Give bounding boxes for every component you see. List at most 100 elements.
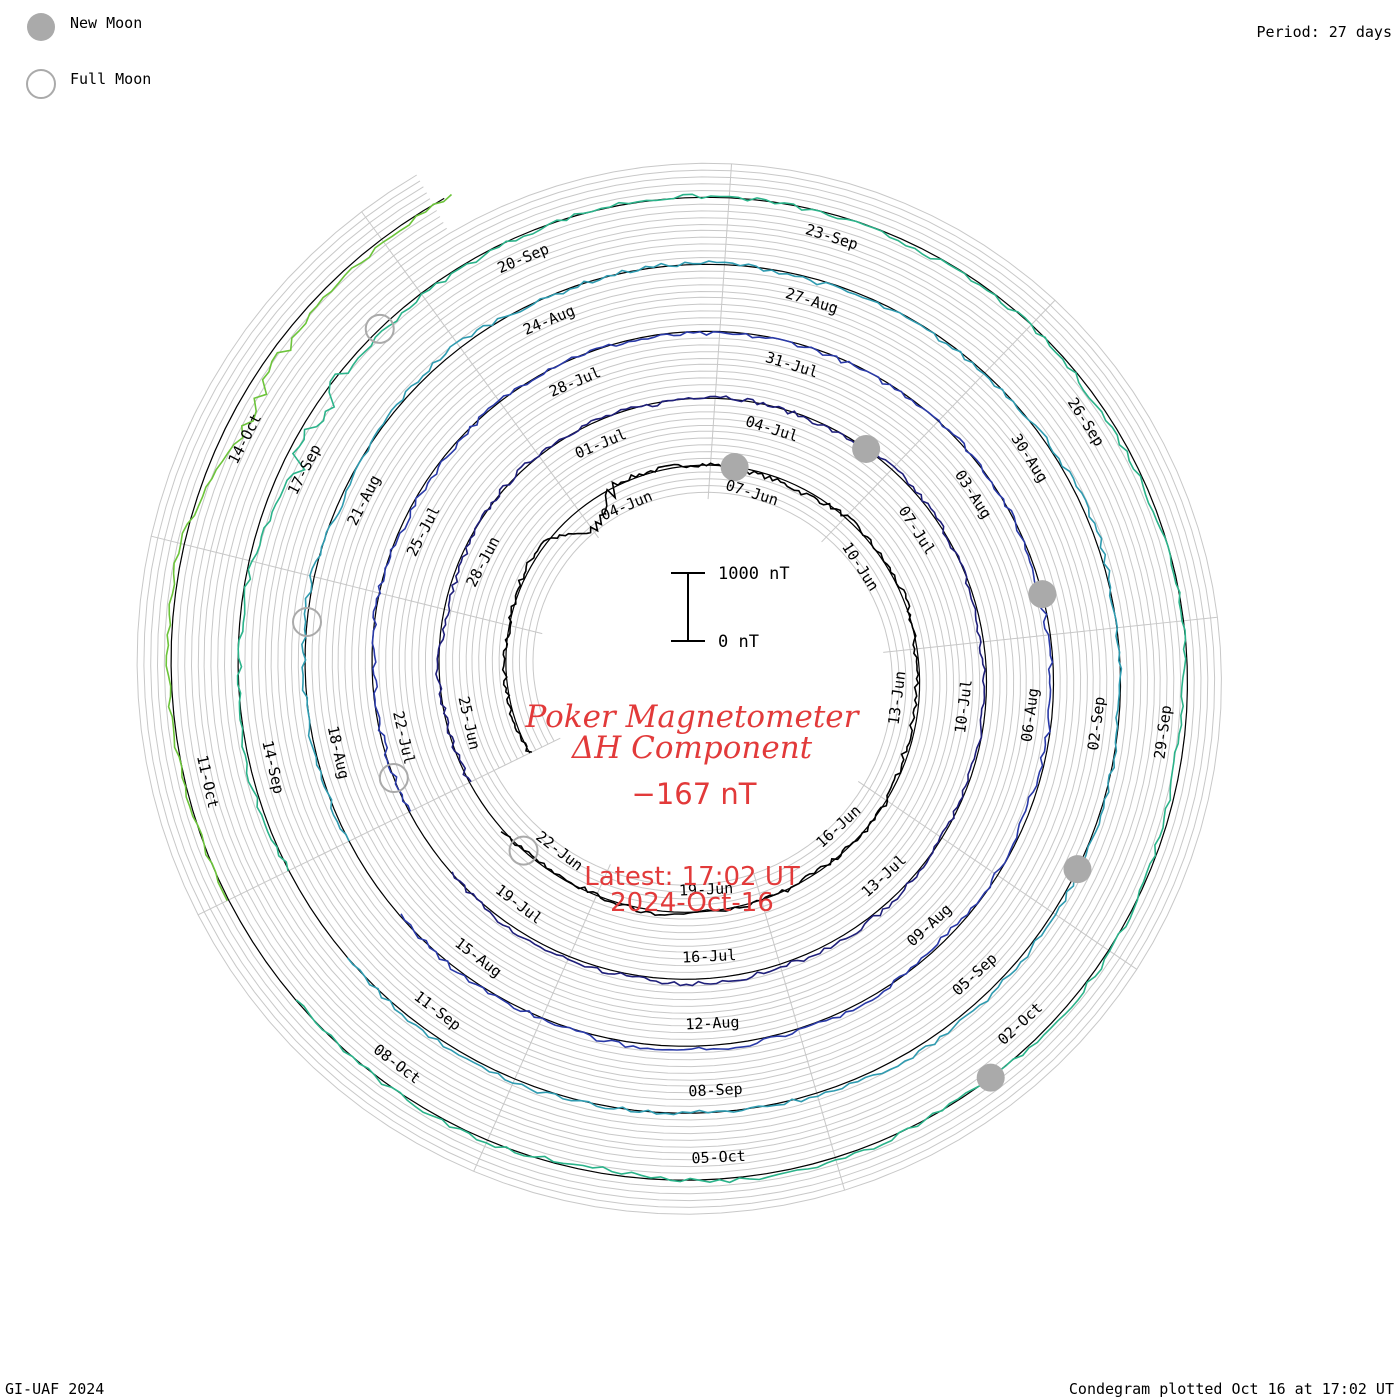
data-trace <box>301 260 1123 1116</box>
date-label: 13-Jun <box>885 670 910 726</box>
full-moon-legend-label: Full Moon <box>70 70 151 88</box>
grid-ring <box>276 250 1135 1128</box>
full-moon-legend-icon <box>26 69 56 99</box>
grid-ring <box>136 174 417 916</box>
grid-ring <box>240 210 1175 1168</box>
current-value: −167 nT <box>632 777 757 811</box>
new-moon-marker <box>720 453 749 482</box>
grid-ring <box>163 198 431 904</box>
grid-ring <box>433 425 960 953</box>
grid-ring <box>360 344 1041 1034</box>
grid-ring <box>438 430 955 947</box>
grid-ring <box>342 323 1061 1054</box>
moon-markers <box>292 313 1092 1092</box>
data-trace <box>371 330 1054 1051</box>
grid-ring <box>414 404 981 973</box>
new-moon-marker <box>976 1063 1005 1092</box>
grid-ring <box>378 363 1021 1014</box>
data-trace <box>500 462 920 917</box>
scale-bar: 1000 nT 0 nT <box>671 564 790 652</box>
grid-ring <box>481 478 907 900</box>
date-label: 30-Aug <box>1007 430 1051 485</box>
grid-ring <box>143 180 421 913</box>
scale-bar-bottom-label: 0 nT <box>718 632 759 652</box>
chart-subtitle: ΔH Component <box>571 730 813 766</box>
date-label: 05-Oct <box>691 1147 746 1168</box>
data-traces <box>165 193 1187 1184</box>
grid-ring <box>215 183 1202 1195</box>
date-label: 16-Jul <box>682 946 737 967</box>
grid-ring <box>197 227 447 889</box>
grid-ring <box>444 437 948 940</box>
grid-ring <box>209 176 1209 1202</box>
grid-ring <box>300 277 1108 1101</box>
grid-ring <box>384 370 1015 1007</box>
grid-ring <box>462 457 927 920</box>
new-moon-legend-icon <box>27 13 55 41</box>
grid-ring <box>306 284 1101 1094</box>
grid-ring <box>252 223 1161 1154</box>
date-label: 19-Jun <box>679 879 734 900</box>
grid-ring <box>257 229 1155 1148</box>
new-moon-marker <box>1028 580 1057 609</box>
grid-ring <box>318 296 1088 1081</box>
grid-ring <box>263 236 1149 1141</box>
grid-ring <box>312 290 1094 1087</box>
date-label: 08-Sep <box>688 1080 743 1101</box>
grid-ring <box>493 491 893 886</box>
date-label: 02-Sep <box>1084 695 1109 751</box>
grid-ring <box>390 377 1008 1001</box>
date-label: 16-Jun <box>812 802 864 852</box>
grid-ring <box>487 484 900 893</box>
data-trace <box>236 193 1187 1184</box>
grid-ring <box>190 221 444 892</box>
date-label: 10-Jun <box>838 539 882 594</box>
data-trace <box>435 395 986 987</box>
data-trace <box>165 193 453 901</box>
date-label: 09-Aug <box>903 900 955 950</box>
grid-ring <box>270 243 1142 1135</box>
grid-ring <box>475 471 914 907</box>
date-label: 22-Jun <box>532 827 586 874</box>
full-moon-marker <box>508 835 539 866</box>
grid-ring <box>324 303 1082 1074</box>
grid-ring <box>456 451 934 927</box>
full-moon-marker <box>292 606 323 637</box>
grid-ring <box>366 351 1034 1027</box>
grid-ring <box>203 169 1216 1208</box>
grid-ring <box>396 384 1001 994</box>
date-label: 20-Sep <box>495 240 552 278</box>
grid-ring <box>222 189 1195 1188</box>
grid-ring <box>336 317 1068 1061</box>
grid-ring <box>421 411 974 967</box>
grid-ring <box>282 256 1128 1121</box>
latest-date: 2024-Oct-16 <box>610 888 774 918</box>
new-moon-marker <box>1063 855 1092 884</box>
date-label: 25-Jun <box>454 695 483 752</box>
baseline-spiral <box>170 196 1189 1181</box>
grid-ring <box>156 192 427 907</box>
day-spoke <box>498 737 561 769</box>
grid-rings <box>136 162 1222 1215</box>
grid-ring <box>234 203 1182 1174</box>
scale-bar-top-label: 1000 nT <box>718 564 790 584</box>
date-label: 28-Jul <box>546 363 603 401</box>
grid-ring <box>294 270 1115 1107</box>
date-label: 12-Aug <box>685 1013 740 1034</box>
grid-ring <box>354 337 1048 1040</box>
full-moon-marker <box>378 763 409 794</box>
date-label: 29-Sep <box>1151 704 1176 760</box>
latest-time: Latest: 17:02 UT <box>584 862 800 892</box>
grid-ring <box>450 444 941 934</box>
date-label: 26-Sep <box>1064 394 1108 449</box>
date-label: 06-Aug <box>1018 687 1043 743</box>
chart-title: Poker Magnetometer <box>525 699 861 735</box>
grid-ring <box>184 216 441 895</box>
date-label: 01-Jul <box>572 425 629 463</box>
footer-timestamp: Condegram plotted Oct 16 at 17:02 UT <box>1068 1380 1394 1398</box>
full-moon-marker <box>364 313 395 344</box>
date-label: 10-Jul <box>951 678 976 734</box>
segment-baselines <box>170 196 1189 1181</box>
grid-ring <box>427 418 967 960</box>
